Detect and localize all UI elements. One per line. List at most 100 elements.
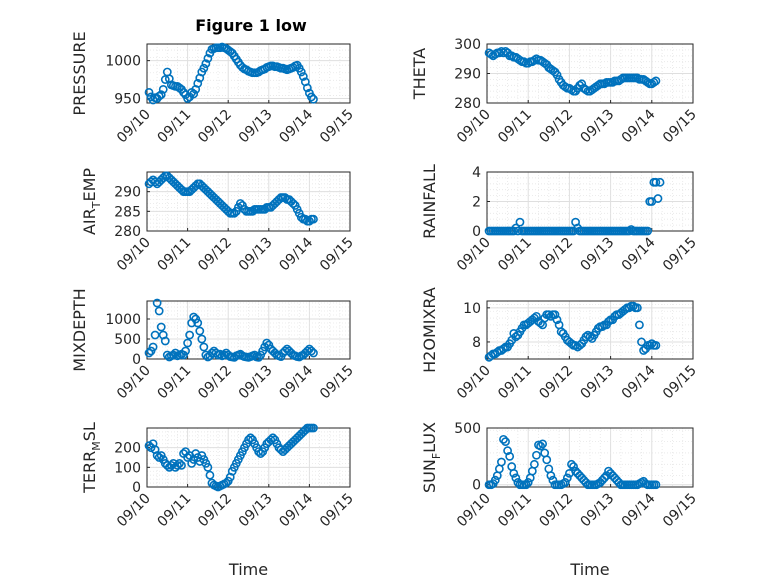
data-point [298,72,308,81]
data-point [189,312,199,322]
y-tick-label: 4 [472,165,481,181]
x-tick-label: 09/13 [578,235,618,275]
data-point [193,78,203,88]
y-tick-label: 500 [114,332,141,348]
data-point [597,322,607,331]
x-axis-label: Time [228,560,268,579]
series-markers [484,46,661,96]
data-point [235,199,245,208]
x-tick-label: 09/10 [454,363,494,403]
data-point [309,348,318,358]
x-tick-label: 09/14 [619,490,659,530]
x-tick-label: 09/15 [660,235,700,275]
data-point [266,435,276,445]
data-point [189,89,199,99]
data-point [515,217,525,227]
data-point [651,340,661,350]
data-point [511,473,521,483]
y-axis-label: PRESSURE [70,31,89,115]
data-point [307,92,316,102]
x-tick-label: 09/11 [495,107,535,147]
data-point [544,310,554,320]
data-point [183,94,192,103]
plot-frame [146,427,351,488]
x-tick-label: 09/14 [619,362,659,402]
y-axis-label: SUNFLUX [420,422,443,493]
data-point [193,318,203,328]
x-tick-label: 09/11 [495,491,535,531]
data-point [268,433,278,443]
subplot-rainfall: 09/10 09/11 09/12 09/13 09/14 09/15 0 2 4 RAINFAL… [420,164,700,274]
y-label-subscript: F [430,453,443,459]
y-axis-label: MIXDEPTH [70,288,89,371]
figure-title: Figure 1 low [195,16,307,35]
data-point [552,315,562,325]
series-markers [484,301,661,362]
data-point [501,437,510,447]
data-point [562,473,572,483]
y-tick-label: 100 [114,460,141,476]
data-point [651,177,661,187]
x-tick-label: 09/15 [317,491,357,531]
data-point [199,63,209,73]
subplot-theta: 09/10 09/11 09/12 09/13 09/14 09/15 280 290 300 T… [410,37,700,146]
x-tick-label: 09/10 [454,107,494,147]
y-tick-label: 300 [454,37,481,53]
data-point [175,458,184,468]
x-tick-label: 09/12 [536,235,576,275]
y-tick-label: 200 [114,441,141,457]
y-tick-label: 8 [472,335,481,351]
data-point [523,478,533,487]
x-tick-label: 09/10 [114,235,154,275]
x-tick-label: 09/12 [195,491,235,531]
data-point [567,459,576,469]
y-tick-label: 2 [472,195,481,211]
y-label-rest: EMP [80,168,99,202]
subplot-mixdepth: 09/10 09/11 09/12 09/13 09/14 09/15 0 500 1000 MI… [70,288,357,402]
data-point [585,332,595,342]
data-point [197,334,207,344]
data-point [532,450,541,460]
x-tick-label: 09/14 [276,490,316,530]
data-point [288,199,298,208]
subplot-h2omixra: 09/10 09/11 09/12 09/13 09/14 09/15 8 10 H2OMIXR… [420,287,700,402]
y-label-main: AIR [80,208,99,235]
data-point [542,455,552,465]
data-point [521,480,531,490]
data-point [552,70,562,80]
data-point [529,55,539,65]
data-point [152,298,162,308]
data-point [229,208,239,218]
y-tick-label: 280 [114,224,141,240]
x-tick-label: 09/13 [236,491,276,531]
x-tick-label: 09/13 [236,363,276,403]
y-axis-label: H2OMIXRA [420,287,439,373]
data-point [647,339,657,349]
series-markers [144,423,318,492]
data-point [221,478,231,488]
data-point [604,317,613,326]
y-tick-label: 950 [114,91,141,107]
x-tick-label: 09/14 [619,106,659,146]
y-tick-label: 0 [132,352,141,368]
data-point [569,462,578,471]
x-tick-label: 09/11 [495,363,535,403]
data-point [307,346,316,356]
series-markers [144,42,318,105]
data-point [309,94,318,104]
data-point [600,473,609,483]
y-label-rest: SL [80,422,99,441]
plot-frame [146,171,351,232]
data-point [632,303,642,313]
y-label-subscript: M [90,441,103,451]
y-label-main: TERR [80,451,99,494]
data-point [160,336,170,346]
data-point [538,439,548,449]
data-point [148,95,158,105]
data-point [536,441,545,451]
data-point [651,76,661,86]
data-point [645,340,655,350]
data-point [513,226,523,236]
